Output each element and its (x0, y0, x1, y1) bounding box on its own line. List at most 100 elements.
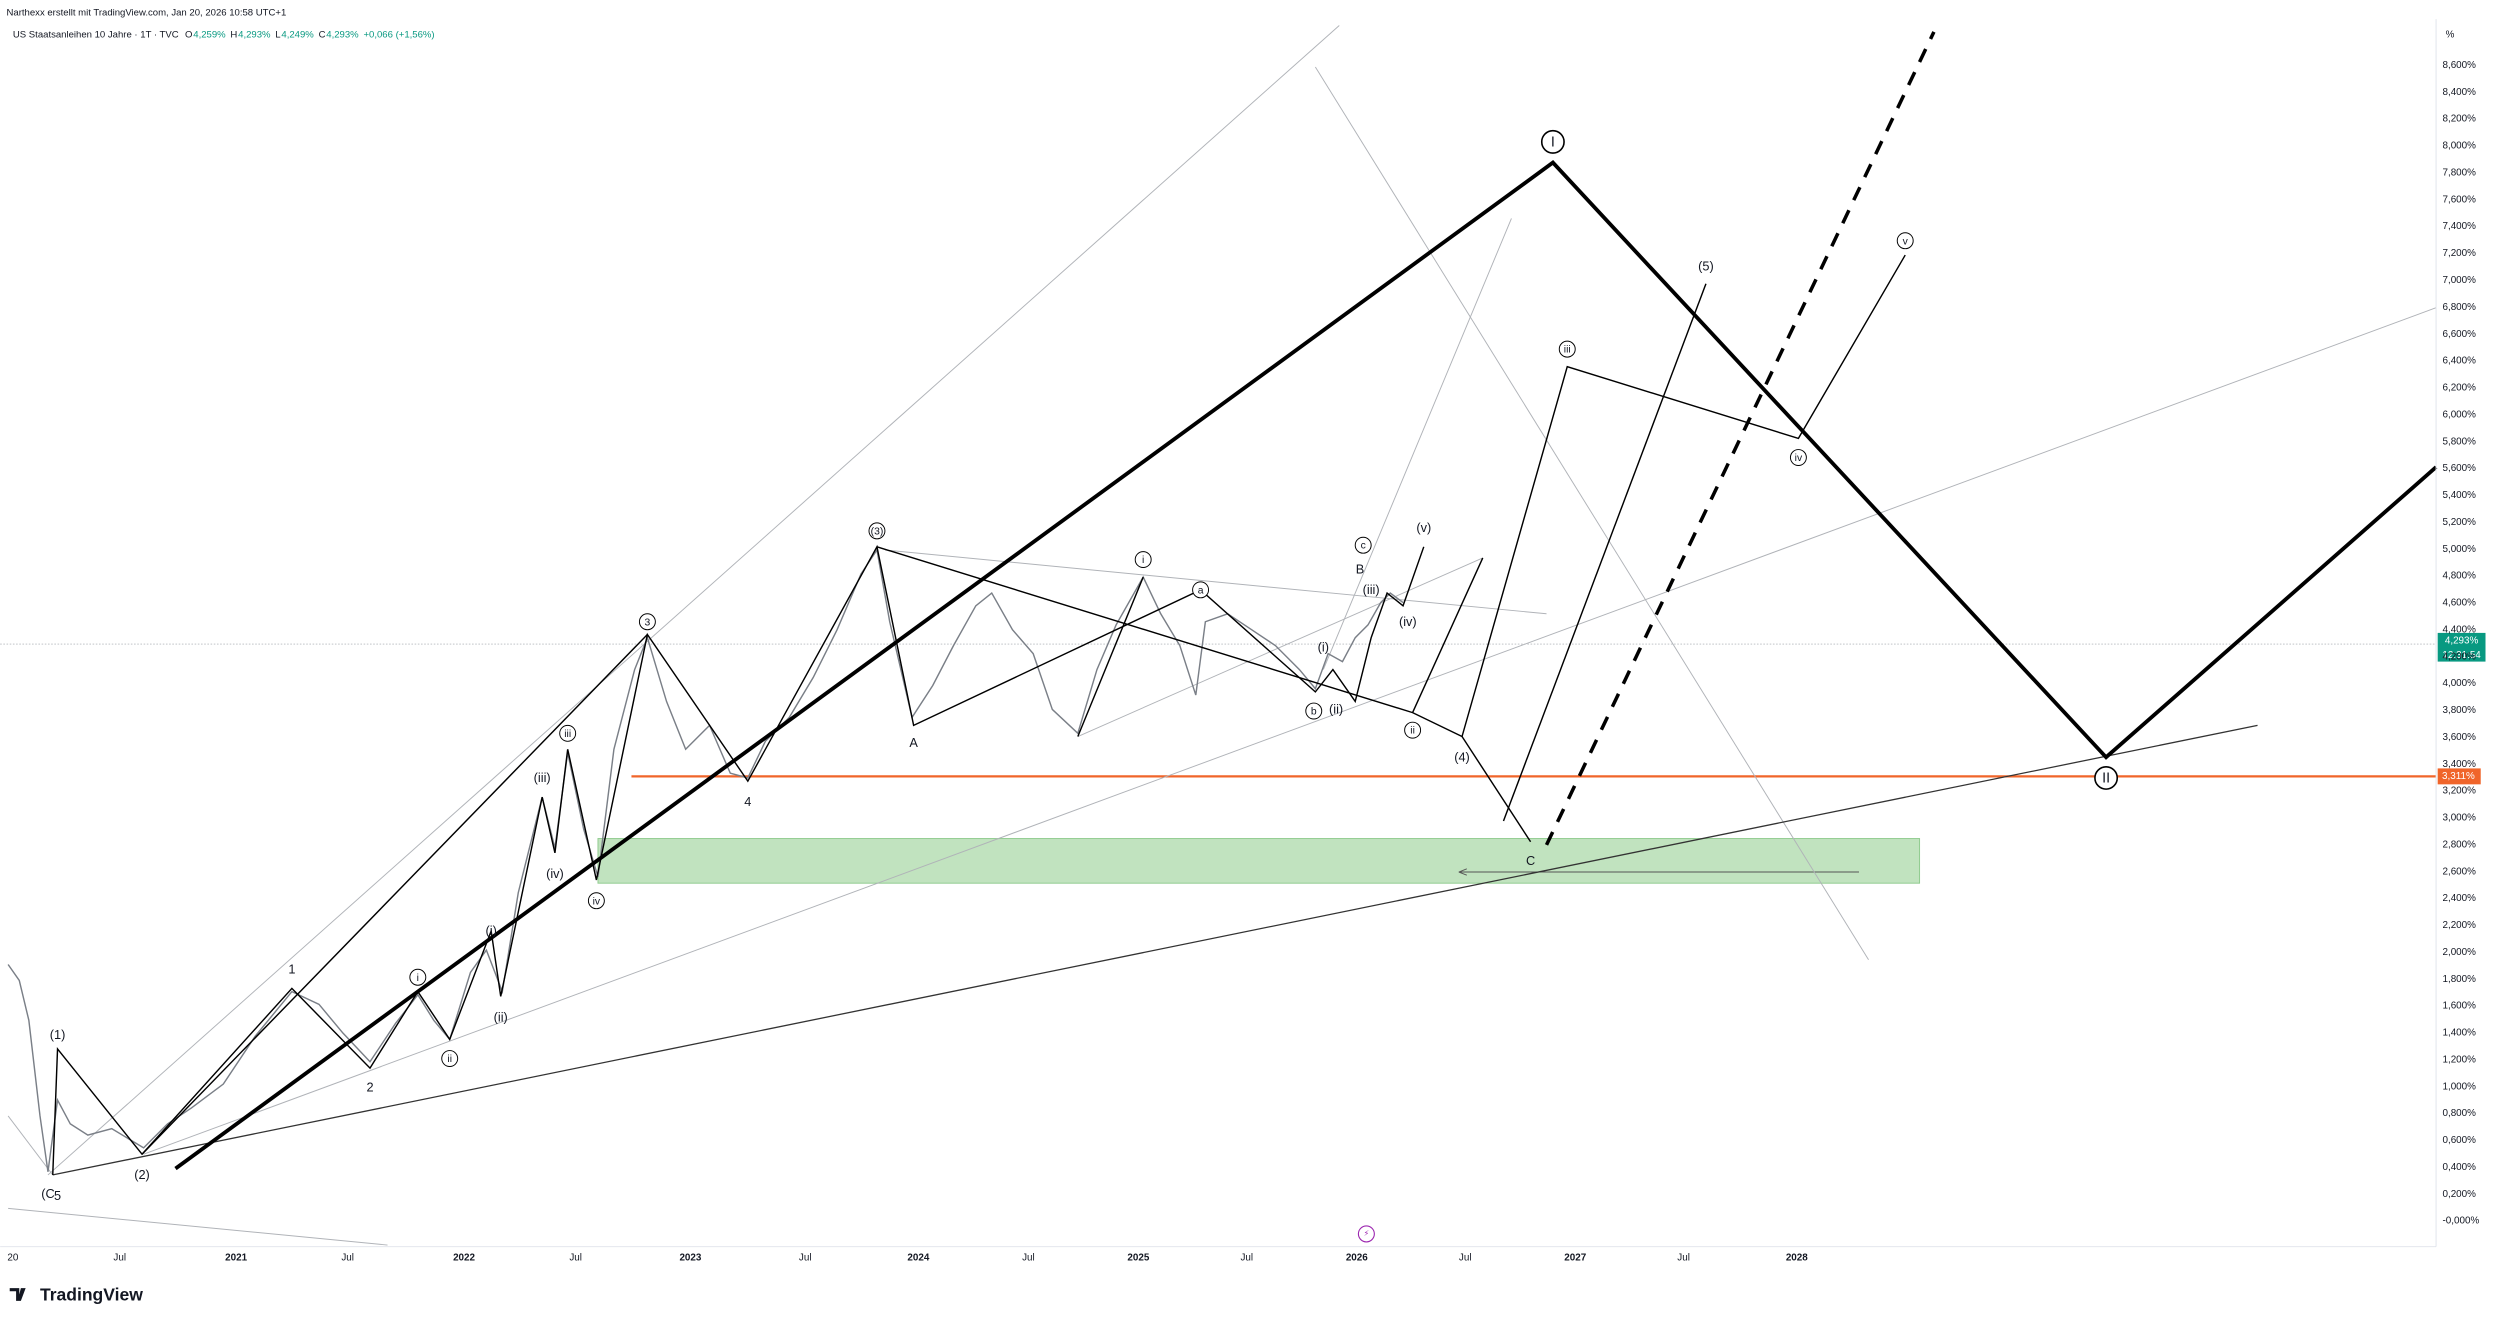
price-axis-label: 7,600% (2442, 194, 2476, 205)
wave-label: 3 (645, 617, 651, 628)
last-price-tag (2437, 632, 2486, 662)
price-axis-label: 2,400% (2442, 893, 2476, 904)
ohlc-value: 4,259% (193, 30, 226, 41)
wave-label: ii (447, 1054, 452, 1065)
ohlc-key: O (185, 30, 192, 41)
axis-unit: % (2446, 30, 2455, 41)
change: +0,066 (+1,56%) (363, 30, 434, 41)
wave-label-circle (2094, 766, 2119, 790)
ohlc-value: 4,249% (281, 30, 314, 41)
price-series (7, 548, 1404, 1172)
time-axis-label: 2025 (1127, 1252, 1149, 1263)
wave-label: (v) (1416, 520, 1431, 535)
major-wave-line (174, 160, 2438, 1171)
wave-label: (iii) (1363, 582, 1380, 597)
event-icon-glyph[interactable]: ⚡ (1364, 1229, 1370, 1238)
price-axis-label: 6,200% (2442, 383, 2476, 394)
wave-label-circle (1789, 449, 1807, 466)
logo-mark (9, 1288, 26, 1301)
price-axis-label: 4,000% (2442, 678, 2476, 689)
wave-label: (4) (1454, 749, 1470, 764)
price-axis-label: 3,000% (2442, 813, 2476, 824)
time-axis-label: Jul (569, 1252, 582, 1263)
wave-label: (2) (134, 1167, 150, 1182)
event-icon[interactable] (1357, 1225, 1375, 1243)
price-axis-label: 7,000% (2442, 275, 2476, 286)
wave-label: c (1361, 541, 1366, 552)
wave-label-circle (559, 724, 577, 742)
wave-label: (i) (485, 923, 496, 938)
time-axis-label: 2023 (679, 1252, 701, 1263)
wave-label-circle (1192, 581, 1210, 599)
price-axis-label: 7,800% (2442, 167, 2476, 178)
wave-label-circle (1305, 702, 1323, 720)
wave-label: (5) (1698, 258, 1714, 273)
support-zone (597, 838, 1921, 884)
wave-label: (iv) (1399, 614, 1417, 629)
time-axis-label: 2027 (1564, 1252, 1586, 1263)
wave-label: a (1198, 585, 1204, 596)
ohlc-value: 4,293% (238, 30, 271, 41)
wave-label: II (2102, 771, 2110, 787)
price-axis-label: 4,800% (2442, 571, 2476, 582)
price-axis-label: -0,000% (2442, 1216, 2479, 1227)
wave-label: I (1551, 134, 1555, 150)
wave-label-circle (1540, 129, 1565, 154)
wave-label: 5 (54, 1188, 61, 1203)
wave-label-circle (1134, 551, 1152, 569)
time-axis-label: 2028 (1786, 1252, 1808, 1263)
wave-label: (3) (871, 526, 884, 537)
ohlc-row: US Staatsanleihen 10 Jahre · 1T · TVC O 4,… (13, 30, 435, 41)
wave-label: i (1142, 555, 1144, 566)
wave-label: (iv) (546, 866, 564, 881)
price-axis-label: 6,000% (2442, 409, 2476, 420)
wave-label: iv (593, 896, 601, 907)
last-price: 4,293% (2445, 635, 2479, 646)
price-axis-label: 0,600% (2442, 1135, 2476, 1146)
author-line: Narthexx erstellt mit TradingView.com, J… (7, 7, 287, 18)
time-axis-label: 2021 (225, 1252, 247, 1263)
symbol: US Staatsanleihen 10 Jahre · 1T · TVC (13, 30, 179, 41)
wave-label: (C (41, 1186, 54, 1201)
wave-label-circle (1896, 232, 1914, 250)
price-axis-label: 5,800% (2442, 436, 2476, 447)
time-axis-label: Jul (799, 1252, 812, 1263)
wave-label-circle (1558, 340, 1576, 358)
logo-text: TradingView (40, 1285, 143, 1305)
price-axis-label: 8,600% (2442, 60, 2476, 71)
wave-label: B (1356, 561, 1365, 576)
price-axis-label: 4,600% (2442, 598, 2476, 609)
level-price: 3,311% (2442, 771, 2475, 782)
wave-label: iii (1564, 345, 1571, 356)
price-axis-label: 7,400% (2442, 221, 2476, 232)
time-axis-label: Jul (1022, 1252, 1035, 1263)
price-axis-label: 2,600% (2442, 866, 2476, 877)
time-axis-label: Jul (113, 1252, 126, 1263)
price-axis-label: 4,200% (2442, 651, 2476, 662)
price-axis-label: 7,200% (2442, 248, 2476, 259)
price-axis-label: 1,800% (2442, 974, 2476, 985)
wave-label: v (1903, 236, 1909, 247)
price-axis-label: 5,000% (2442, 544, 2476, 555)
price-axis-label: 8,400% (2442, 87, 2476, 98)
countdown: 12:31:54 (2442, 650, 2481, 661)
wave-label: b (1311, 707, 1317, 718)
projection-line (1544, 31, 1936, 846)
ohlc-key: C (319, 30, 326, 41)
price-axis-label: 6,600% (2442, 329, 2476, 340)
wave-label-circle (1404, 721, 1422, 739)
time-axis-label: Jul (1677, 1252, 1690, 1263)
price-axis-label: 8,200% (2442, 114, 2476, 125)
time-axis-label: Jul (1459, 1252, 1472, 1263)
wave-label: (iii) (534, 770, 551, 785)
wave-label: (1) (50, 1027, 66, 1042)
price-axis-label: 3,800% (2442, 705, 2476, 716)
price-axis-label: 6,800% (2442, 302, 2476, 313)
wave-label: iii (564, 729, 571, 740)
time-axis-label: 2024 (907, 1252, 929, 1263)
wave-label-circle (587, 892, 605, 910)
ohlc-key: L (275, 30, 280, 41)
wave-label: (i) (1318, 639, 1329, 654)
